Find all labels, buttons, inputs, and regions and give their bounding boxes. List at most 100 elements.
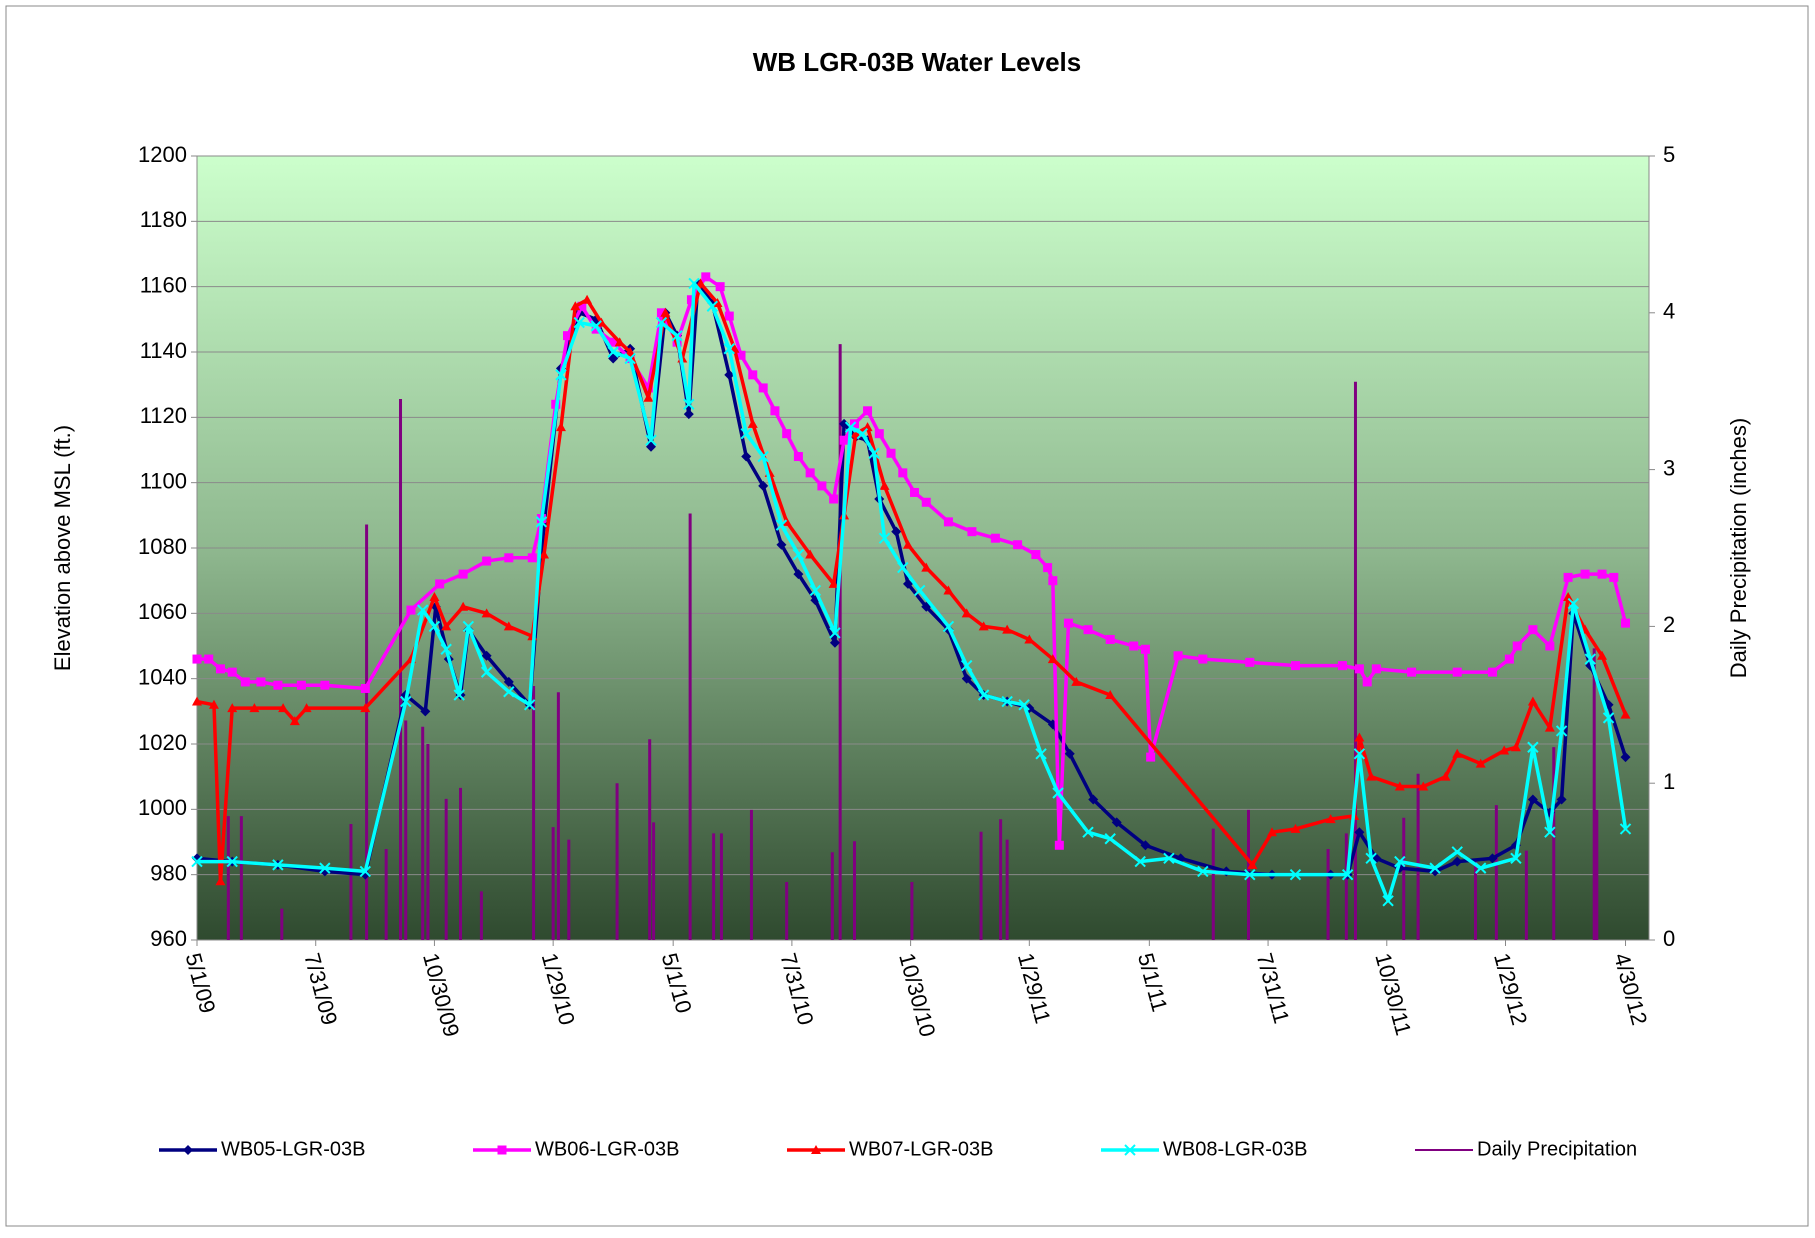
y2-tick-label: 0 (1663, 926, 1675, 951)
marker (1337, 661, 1347, 671)
marker (573, 316, 585, 329)
marker (1146, 752, 1156, 762)
marker (1528, 625, 1538, 635)
marker (1198, 654, 1208, 664)
legend-marker (497, 1145, 507, 1155)
marker (758, 480, 769, 491)
marker (1563, 592, 1574, 601)
marker (1563, 572, 1573, 582)
marker (272, 859, 284, 871)
marker (1002, 624, 1013, 634)
marker (1197, 865, 1209, 878)
marker (1556, 794, 1567, 805)
marker (829, 637, 840, 648)
marker (740, 427, 752, 440)
marker (555, 369, 567, 381)
marker (278, 703, 289, 713)
y-tick-label: 960 (150, 926, 187, 951)
marker (359, 865, 371, 878)
marker (1451, 846, 1463, 858)
marker (688, 277, 700, 290)
marker (1245, 657, 1255, 667)
marker (891, 526, 902, 537)
marker (943, 585, 954, 595)
marker (192, 696, 202, 706)
marker (1140, 840, 1151, 851)
marker (775, 519, 788, 531)
marker (1134, 855, 1146, 868)
marker (1597, 569, 1607, 579)
marker (535, 516, 548, 528)
marker (1173, 651, 1183, 661)
marker (1247, 859, 1258, 869)
marker (671, 329, 683, 342)
marker (1104, 833, 1116, 845)
marker (776, 539, 787, 550)
marker (1475, 758, 1486, 768)
legend-label: WB08-LGR-03B (1163, 1138, 1308, 1160)
legend-label: WB07-LGR-03B (849, 1138, 994, 1160)
marker (961, 608, 972, 618)
marker (723, 343, 735, 355)
marker (289, 716, 300, 726)
marker (1394, 781, 1405, 791)
legend-marker (183, 1145, 193, 1155)
marker (1382, 895, 1394, 907)
marker (879, 480, 890, 490)
marker (1083, 625, 1093, 635)
marker (1510, 742, 1521, 752)
marker (1527, 741, 1539, 753)
y-tick-label: 1040 (138, 664, 187, 689)
marker (1527, 696, 1538, 706)
marker (1394, 855, 1406, 868)
marker (1290, 823, 1301, 833)
marker (1620, 709, 1631, 719)
marker (1244, 868, 1256, 881)
marker (503, 686, 515, 698)
series-line (196, 281, 1628, 883)
marker (1289, 868, 1302, 881)
marker (874, 429, 884, 439)
marker (1001, 695, 1013, 708)
marker (757, 450, 769, 463)
marker (990, 533, 1000, 543)
marker (1609, 572, 1619, 582)
marker (1266, 827, 1277, 837)
marker (608, 353, 619, 364)
marker (1031, 550, 1041, 560)
marker (1362, 677, 1372, 687)
legend-label: WB05-LGR-03B (221, 1138, 366, 1160)
marker (1018, 699, 1030, 711)
marker (660, 307, 671, 317)
marker (921, 562, 932, 572)
marker (1487, 853, 1498, 864)
marker (1452, 856, 1463, 867)
marker (960, 659, 973, 672)
marker (695, 278, 706, 288)
marker (1341, 868, 1354, 881)
marker (1545, 641, 1555, 651)
marker (1354, 827, 1365, 838)
marker (1054, 840, 1064, 850)
marker (320, 680, 330, 690)
marker (227, 703, 238, 713)
marker (240, 677, 250, 687)
marker (1621, 618, 1631, 628)
marker (724, 369, 735, 380)
marker (1047, 654, 1058, 664)
marker (428, 620, 441, 633)
marker (523, 699, 536, 711)
marker (400, 695, 412, 708)
marker (256, 677, 266, 687)
marker (527, 553, 537, 563)
marker (480, 666, 493, 678)
legend-marker (1124, 1144, 1136, 1156)
y-tick-label: 1120 (140, 403, 187, 428)
marker (1290, 661, 1300, 671)
marker (829, 627, 841, 639)
marker (1140, 644, 1150, 654)
marker (1452, 667, 1462, 677)
marker (416, 604, 429, 616)
marker (817, 481, 827, 491)
marker (296, 680, 306, 690)
